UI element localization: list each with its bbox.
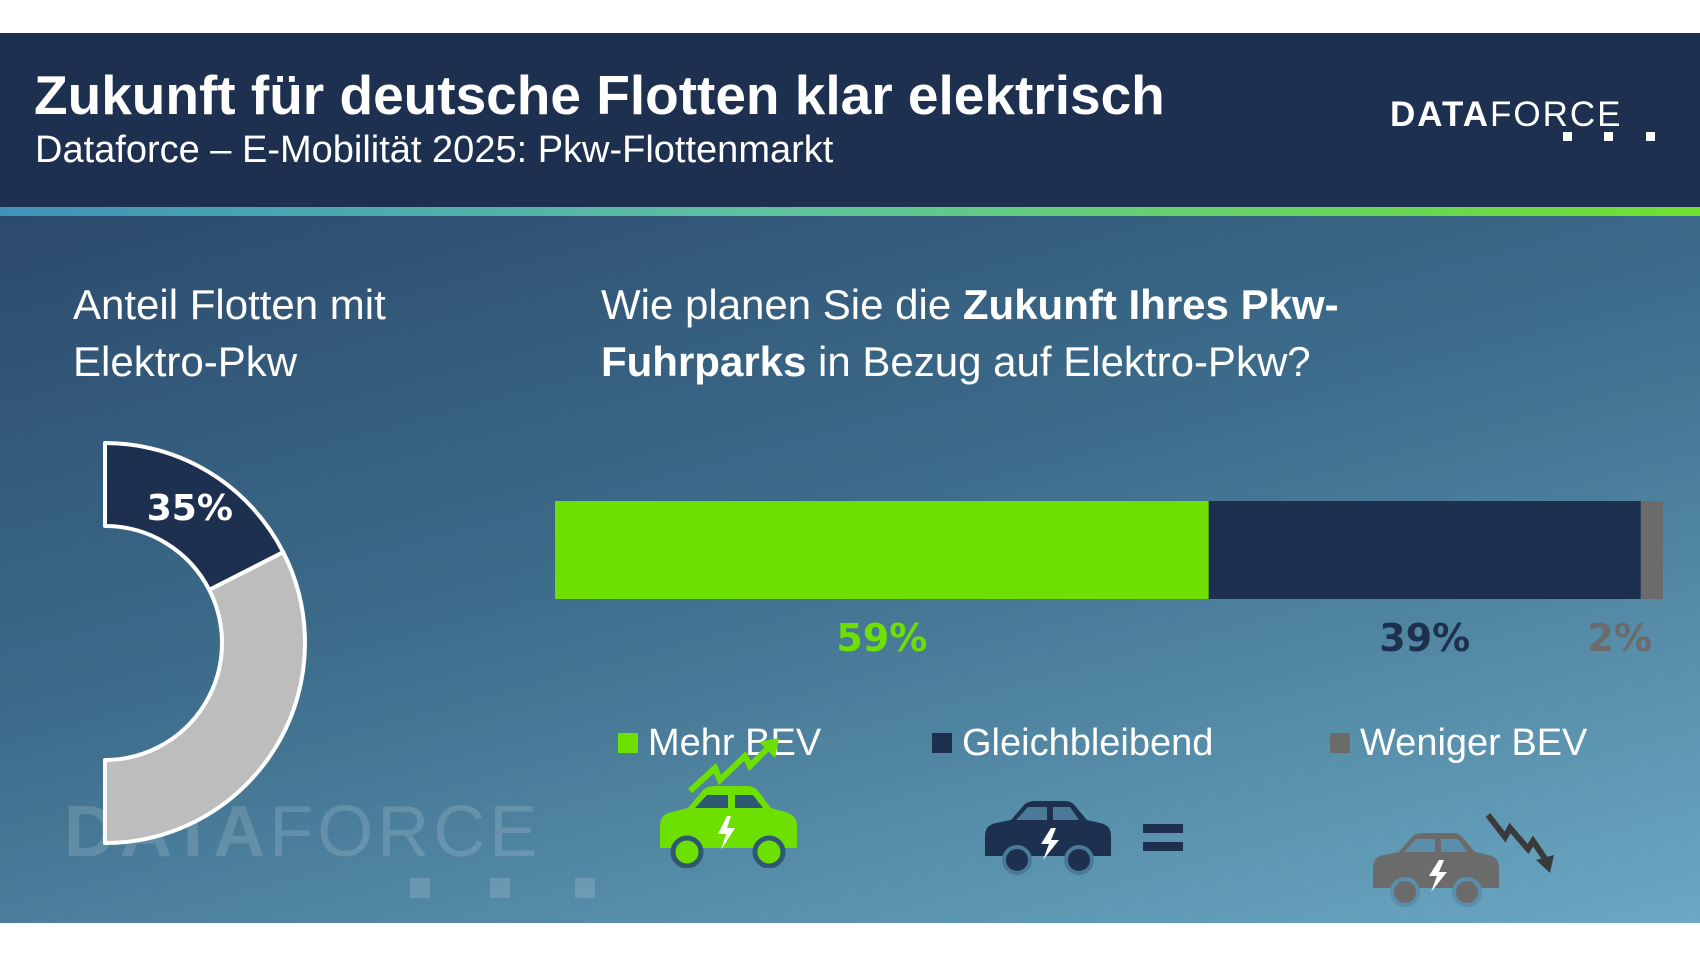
- logo-dot: [1604, 132, 1613, 141]
- legend-item-mehr-bev: Mehr BEV: [618, 721, 822, 764]
- car-falling-arrow-icon: [1373, 813, 1554, 907]
- page-subtitle: Dataforce – E-Mobilität 2025: Pkw-Flotte…: [35, 129, 834, 171]
- legend-label-mehr-bev: Mehr BEV: [648, 721, 822, 764]
- watermark-dot: [575, 878, 595, 898]
- donut-title-line2: Elektro-Pkw: [73, 338, 298, 385]
- logo-text-bold: DATA: [1390, 95, 1491, 134]
- accent-gradient-line: [0, 207, 1700, 216]
- question-line1: Wie planen Sie die Zukunft Ihres Pkw-: [601, 276, 1339, 333]
- donut-title-line1: Anteil Flotten mit: [73, 281, 386, 328]
- stacked-bar-chart: 59% 39% 2%: [555, 501, 1663, 660]
- legend-swatch-gray: [1330, 733, 1350, 753]
- bar-data-label: 2%: [1587, 616, 1652, 660]
- question-line1-bold: Zukunft Ihres Pkw-: [962, 281, 1339, 328]
- donut-slice: [103, 550, 307, 845]
- header-banner: Zukunft für deutsche Flotten klar elektr…: [0, 33, 1700, 207]
- donut-title: Anteil Flotten mit Elektro-Pkw: [73, 276, 386, 390]
- question-title: Wie planen Sie die Zukunft Ihres Pkw- Fu…: [601, 276, 1339, 390]
- legend-label-gleichbleibend: Gleichbleibend: [962, 721, 1214, 764]
- watermark-dot: [490, 878, 510, 898]
- legend-label-weniger-bev: Weniger BEV: [1360, 721, 1588, 764]
- car-rising-arrow-icon: [660, 738, 797, 868]
- legend-swatch-green: [618, 733, 638, 753]
- legend-swatch-navy: [932, 733, 952, 753]
- question-line1-normal: Wie planen Sie die: [601, 281, 963, 328]
- bar-segment: [1208, 501, 1641, 599]
- question-line2-bold: Fuhrparks: [601, 338, 807, 385]
- infographic-card: Zukunft für deutsche Flotten klar elektr…: [0, 33, 1700, 923]
- legend-item-gleichbleibend: Gleichbleibend: [932, 721, 1214, 764]
- donut-data-label: 35%: [147, 488, 233, 529]
- logo-dot: [1646, 132, 1655, 141]
- page-title: Zukunft für deutsche Flotten klar elektr…: [34, 64, 1165, 126]
- logo-dot: [1563, 132, 1572, 141]
- dataforce-logo: DATAFORCE: [1390, 95, 1623, 135]
- bar-segment: [555, 501, 1209, 599]
- watermark-text-light: FORCE: [269, 792, 542, 872]
- car-equals-icon: [985, 801, 1183, 875]
- logo-text-light: FORCE: [1490, 95, 1623, 134]
- watermark-dot: [410, 878, 430, 898]
- question-line2-normal: in Bezug auf Elektro-Pkw?: [806, 338, 1311, 385]
- bar-data-label: 39%: [1379, 616, 1470, 660]
- half-donut-chart: 35%: [103, 441, 307, 845]
- question-line2: Fuhrparks in Bezug auf Elektro-Pkw?: [601, 333, 1339, 390]
- bar-data-label: 59%: [836, 616, 927, 660]
- bar-segment: [1640, 501, 1663, 599]
- legend-item-weniger-bev: Weniger BEV: [1330, 721, 1588, 764]
